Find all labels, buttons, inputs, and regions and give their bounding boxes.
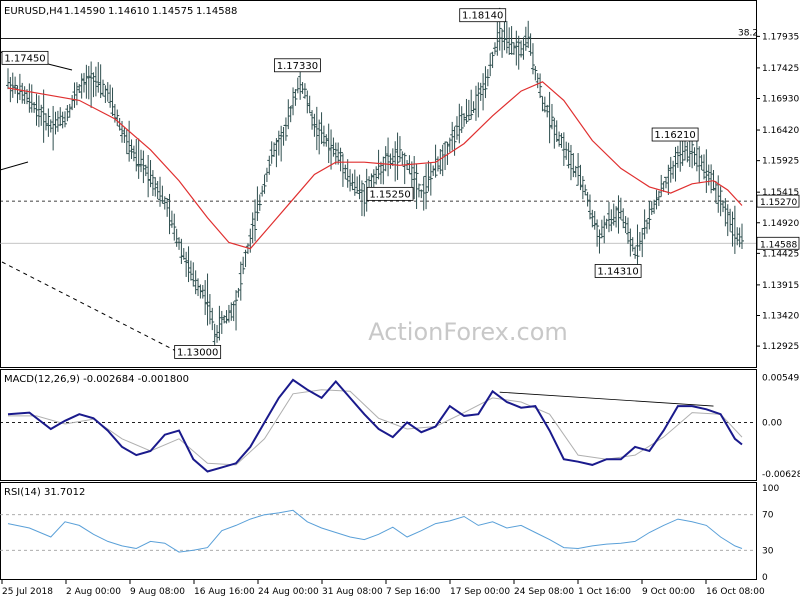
- axis-layer: 1.17935 1.17425 1.16930 1.16420 1.15925 1.154…: [1, 32, 800, 597]
- rsi-y-tick-label: 0: [762, 573, 768, 583]
- x-tick-label: 16 Aug 16:00: [194, 587, 255, 597]
- price-annotation: 1.17450: [1, 50, 49, 65]
- macd-y-tick-label: 0.00: [762, 418, 782, 428]
- price-y-tick-label: 1.14425: [762, 249, 799, 259]
- x-tick-label: 16 Oct 08:00: [706, 587, 765, 597]
- macd-divergence-line: [499, 391, 714, 407]
- x-tick-label: 2 Aug 00:00: [66, 587, 121, 597]
- annotation-box: [366, 186, 414, 201]
- price-chart-title: EURUSD,H4: [4, 6, 63, 17]
- rsi-y-tick-label: 100: [762, 484, 779, 494]
- price-y-tick-label: 1.14920: [762, 219, 799, 229]
- rsi-line: [7, 509, 743, 553]
- rsi-title: RSI(14) 31.7012: [4, 487, 85, 498]
- x-tick-label: 7 Sep 16:00: [386, 587, 441, 597]
- price-y-tick-label: 1.17425: [762, 64, 799, 74]
- price-annotation: 1.14310: [594, 264, 642, 278]
- price-annotation: 1.16210: [651, 127, 699, 142]
- rsi-panel-frame: [0, 482, 757, 580]
- annotation-text: 1.17450: [4, 53, 45, 64]
- trendline-dashed-support: [1, 261, 179, 353]
- x-tick-label: 9 Aug 08:00: [130, 587, 185, 597]
- x-tick-label: 24 Sep 08:00: [514, 587, 574, 597]
- macd-layer: [0, 378, 756, 473]
- price-y-tick-label: 1.16930: [762, 95, 799, 105]
- price-tag-text: 1.15270: [760, 198, 797, 208]
- price-panel-frame: [0, 0, 757, 368]
- x-tick-label: 31 Aug 08:00: [322, 587, 383, 597]
- annotation-text: 1.16210: [654, 130, 695, 141]
- x-tick-label: 17 Sep 00:00: [450, 587, 510, 597]
- annotation-box: [459, 8, 507, 23]
- ohlc-open: 1.14590: [64, 6, 105, 17]
- fib-label: 38.2: [738, 29, 758, 39]
- macd-y-tick-label: 0.005493: [762, 374, 800, 384]
- macd-panel-frame: [0, 369, 757, 481]
- x-tick-label: 1 Oct 16:00: [578, 587, 631, 597]
- price-y-tick-label: 1.16420: [762, 126, 799, 136]
- annotation-text: 1.14310: [597, 266, 638, 277]
- trendline-left: [0, 161, 29, 171]
- price-tag-box: [756, 236, 800, 250]
- ohlc-low: 1.14575: [152, 6, 193, 17]
- watermark: ActionForex.com: [368, 318, 568, 346]
- price-y-tick-label: 1.15925: [762, 157, 799, 167]
- x-tick-label: 9 Oct 00:00: [642, 587, 695, 597]
- rsi-layer: [0, 509, 756, 553]
- price-y-tick-label: 1.12925: [762, 342, 799, 352]
- annotation-text: 1.13000: [177, 347, 218, 358]
- price-annotation: 1.18140: [459, 8, 507, 23]
- price-y-tick-label: 1.13915: [762, 281, 799, 291]
- price-y-tick-label: 1.15415: [762, 188, 799, 198]
- price-layer: 38.2 1.17450 1.17330 1.18140 1.15250 1.13000 1…: [0, 7, 758, 359]
- ohlc-close: 1.14588: [196, 6, 237, 17]
- x-tick-label: 25 Jul 2018: [2, 587, 53, 597]
- annotation-text: 1.18140: [462, 11, 503, 22]
- ohlc-high: 1.14610: [108, 6, 149, 17]
- moving-average-line: [7, 81, 743, 250]
- rsi-y-tick-label: 30: [762, 546, 774, 556]
- macd-signal-line: [8, 389, 743, 466]
- price-annotation: 1.15250: [366, 186, 414, 201]
- macd-title: MACD(12,26,9) -0.002684 -0.001800: [4, 374, 189, 385]
- macd-line: [7, 378, 743, 473]
- price-annotation: 1.13000: [174, 345, 222, 359]
- x-tick-label: 24 Aug 00:00: [258, 587, 319, 597]
- price-y-tick-label: 1.17935: [762, 32, 799, 42]
- annotation-box: [651, 127, 699, 142]
- price-tag-text: 1.14588: [760, 240, 797, 250]
- price-tag-box: [756, 194, 800, 208]
- annotation-box: [174, 345, 222, 359]
- annotation-box: [594, 264, 642, 278]
- annotation-box: [1, 50, 49, 65]
- annotation-text: 1.17330: [277, 61, 318, 72]
- rsi-y-tick-label: 70: [762, 511, 774, 521]
- annotation-box: [274, 58, 321, 73]
- annotation-text: 1.15250: [369, 189, 410, 200]
- macd-y-tick-label: -0.006282: [762, 470, 800, 480]
- price-y-tick-label: 1.13420: [762, 311, 799, 321]
- price-annotation: 1.17330: [274, 58, 321, 73]
